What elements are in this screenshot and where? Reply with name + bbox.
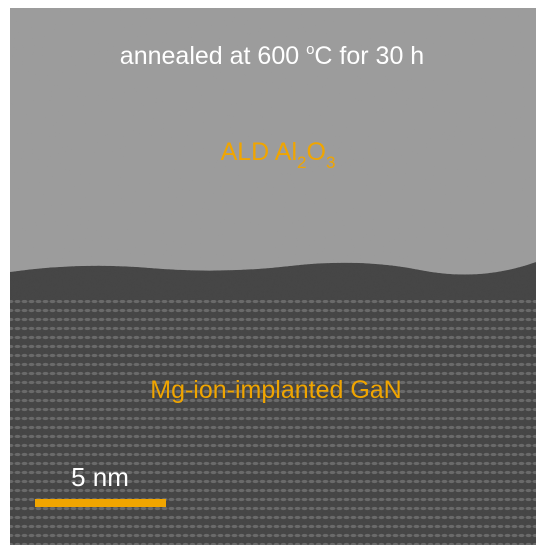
tem-image: annealed at 600 oC for 30 h ALD Al2O3 Mg… [0,0,545,550]
annotation-superscript: o [306,41,314,58]
scale-bar [35,499,166,507]
annotation: annealed at 600 oC for 30 h [120,41,424,70]
label-text: ALD Al [221,138,297,166]
scale-bar-label: 5 nm [71,462,129,492]
annotation-text: annealed at 600 [120,42,306,70]
label-subscript: 3 [326,153,335,172]
annotation-text: C for 30 h [314,42,424,70]
label-subscript: 2 [297,153,306,172]
bottom-layer-label: Mg-ion-implanted GaN [150,376,402,404]
label-text: O [306,138,325,166]
lattice-fringes [10,300,536,545]
